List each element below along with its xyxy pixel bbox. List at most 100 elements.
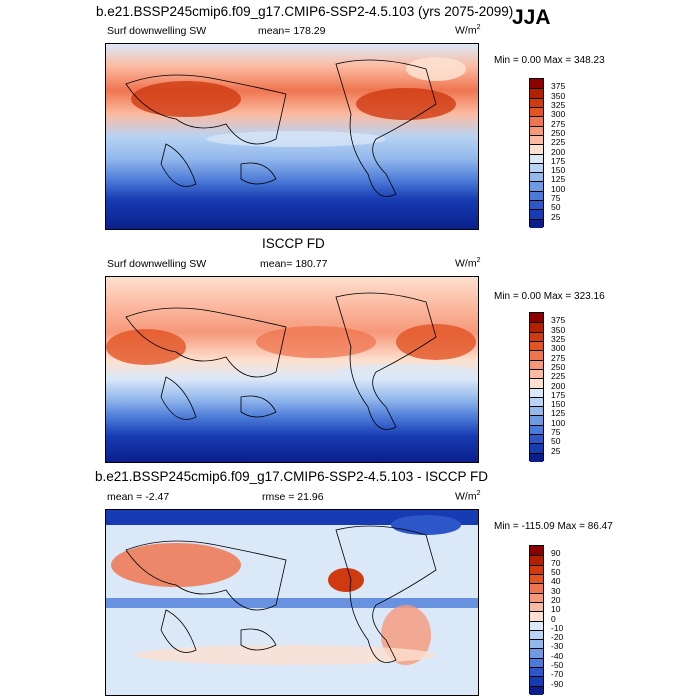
colorbar-segment (530, 648, 543, 658)
colorbar-tick-label: 375 (551, 315, 566, 326)
colorbar-tick-label: -20 (551, 632, 564, 643)
colorbar-segment (530, 134, 543, 145)
colorbar-segment (530, 97, 543, 107)
colorbar-tick-label: 300 (551, 343, 566, 354)
colorbar-tick-label: 225 (551, 137, 566, 148)
colorbar-segment (530, 555, 543, 565)
colorbar-segment (530, 88, 543, 98)
panel3-minmax: Min = -115.09 Max = 86.47 (494, 521, 613, 532)
colorbar-tick-label: 40 (551, 576, 561, 587)
panel3-mean-label: mean = -2.47 (107, 491, 170, 503)
panel3-map (105, 509, 479, 696)
colorbar-tick-label: 225 (551, 371, 566, 382)
colorbar-tick-label: 325 (551, 333, 566, 344)
panel1-minmax: Min = 0.00 Max = 348.23 (494, 55, 605, 66)
colorbar-tick-label: -40 (551, 650, 564, 661)
colorbar-segment (530, 667, 543, 677)
colorbar-segment (530, 443, 543, 453)
colorbar-segment (530, 378, 543, 388)
colorbar-tick-label: 175 (551, 155, 566, 166)
colorbar-segment (530, 181, 543, 191)
panel1-units: W/m2 (455, 24, 481, 37)
colorbar-tick-label: -50 (551, 660, 564, 671)
colorbar-tick-label: 300 (551, 109, 566, 120)
colorbar-tick-label: 250 (551, 127, 566, 138)
panel1-title: b.e21.BSSP245cmip6.f09_g17.CMIP6-SSP2-4.… (96, 4, 514, 19)
colorbar-tick-label: 150 (551, 399, 566, 410)
panel1-map (105, 43, 479, 230)
colorbar-segment (530, 657, 543, 668)
colorbar-segment (530, 331, 543, 341)
colorbar-tick-label: 25 (551, 445, 561, 456)
colorbar-tick-label: 50 (551, 436, 561, 447)
panel3-units: W/m2 (455, 490, 481, 503)
colorbar-tick-label: 125 (551, 174, 566, 185)
colorbar-segment (530, 153, 543, 163)
season-label: JJA (512, 6, 551, 29)
colorbar-segment (530, 452, 543, 462)
colorbar-segment (530, 424, 543, 435)
panel3-title: b.e21.BSSP245cmip6.f09_g17.CMIP6-SSP2-4.… (95, 469, 488, 484)
colorbar-segment (530, 573, 543, 584)
colorbar-segment (530, 592, 543, 602)
colorbar-segment (530, 209, 543, 219)
colorbar-segment (530, 387, 543, 397)
colorbar-segment (530, 601, 543, 612)
colorbar-tick-label: 25 (551, 211, 561, 222)
panel2-mean-label: mean= 180.77 (260, 258, 328, 270)
colorbar-segment (530, 190, 543, 201)
colorbar-segment (530, 359, 543, 369)
colorbar-segment (530, 396, 543, 407)
panel2-title: ISCCP FD (262, 236, 325, 251)
colorbar-tick-label: 350 (551, 324, 566, 335)
colorbar-tick-label: 325 (551, 99, 566, 110)
colorbar-tick-label: -30 (551, 641, 564, 652)
panel2-map-field (106, 277, 478, 462)
colorbar-segment (530, 144, 543, 154)
colorbar-tick-label: 20 (551, 594, 561, 605)
colorbar-tick-label: 250 (551, 361, 566, 372)
colorbar-tick-label: 90 (551, 548, 561, 559)
colorbar-tick-label: 75 (551, 193, 561, 204)
colorbar-segment (530, 172, 543, 182)
colorbar-tick-label: 200 (551, 380, 566, 391)
colorbar-tick-label: 175 (551, 389, 566, 400)
colorbar-tick-label: -70 (551, 669, 564, 680)
colorbar-segment (530, 564, 543, 574)
colorbar-segment (530, 350, 543, 360)
colorbar-tick-label: 100 (551, 183, 566, 194)
panel3-colorbar (529, 545, 544, 695)
colorbar-segment (530, 200, 543, 210)
colorbar-tick-label: 275 (551, 118, 566, 129)
panel1-colorbar (529, 78, 544, 228)
panel1-variable-label: Surf downwelling SW (107, 25, 207, 37)
colorbar-tick-label: 375 (551, 81, 566, 92)
colorbar-segment (530, 218, 543, 228)
colorbar-segment (530, 340, 543, 351)
colorbar-tick-label: -90 (551, 678, 564, 689)
colorbar-segment (530, 685, 543, 695)
panel3-map-field (106, 510, 478, 695)
panel1-map-field (106, 44, 478, 229)
colorbar-segment (530, 313, 543, 323)
colorbar-tick-label: -10 (551, 622, 564, 633)
colorbar-segment (530, 162, 543, 173)
colorbar-tick-label: 200 (551, 146, 566, 157)
colorbar-segment (530, 434, 543, 444)
panel2-variable-label: Surf downwelling SW (107, 258, 207, 270)
colorbar-segment (530, 620, 543, 630)
panel2-map (105, 276, 479, 463)
colorbar-tick-label: 30 (551, 585, 561, 596)
colorbar-segment (530, 368, 543, 379)
colorbar-tick-label: 150 (551, 165, 566, 176)
colorbar-segment (530, 322, 543, 332)
colorbar-segment (530, 415, 543, 425)
colorbar-tick-label: 275 (551, 352, 566, 363)
colorbar-segment (530, 639, 543, 649)
panel2-units: W/m2 (455, 257, 481, 270)
panel2-colorbar (529, 312, 544, 462)
colorbar-tick-label: 350 (551, 90, 566, 101)
colorbar-segment (530, 106, 543, 117)
colorbar-tick-label: 10 (551, 604, 561, 615)
colorbar-segment (530, 125, 543, 135)
